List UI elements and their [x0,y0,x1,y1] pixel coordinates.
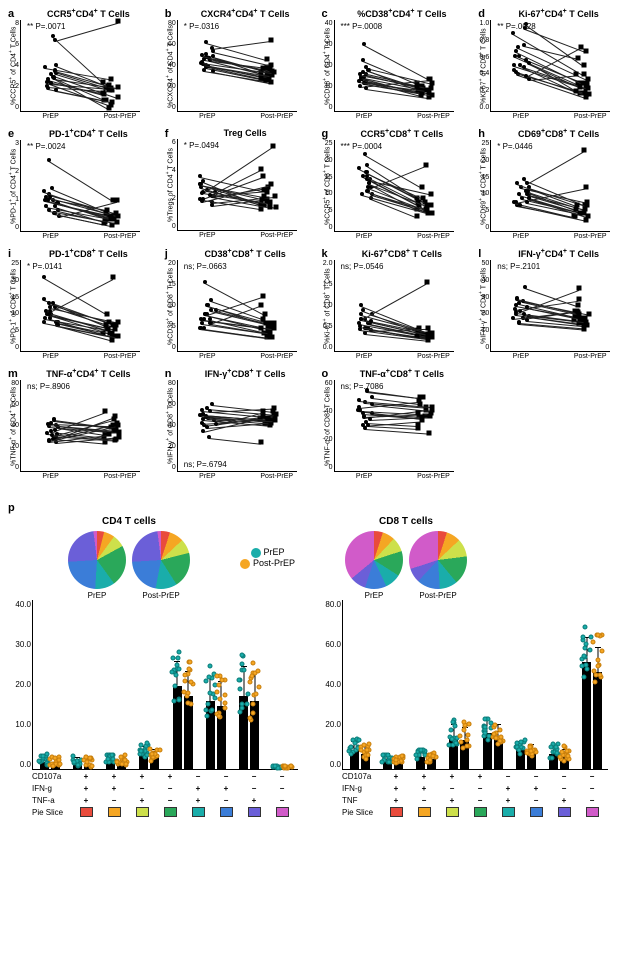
plot: 2520151050* P=.0141 [20,260,140,352]
pies-row: CD4 T cells PrEP Post-PrEP PrEP Post-PrE… [8,516,629,600]
plot: 2520151050*** P=.0004 [334,140,454,232]
panel-label: o [322,368,329,380]
sig-label: * P=.0141 [27,262,62,271]
plot: 86420** P=.0071 [20,20,140,112]
sig-label: ns; P=.0546 [341,262,384,271]
panel-l: lIFN-γ+CD4+ T Cells%IFN-γ+ of CD4+ T Cel… [478,248,629,360]
panel-o: oTNF-α+CD8+ T Cells%TNF-α+ of CD8+ T Cel… [322,368,473,480]
panel-label: l [478,248,481,260]
panel-title: Ki-67+CD8+ T Cells [332,248,473,259]
cd8-matrix: CD107a++++−−−−IFN-g++−−++−−TNF+−+−+−+−Pi… [342,770,608,818]
sig-label: * P=.0316 [184,22,219,31]
sig-label: ns; P=.0663 [184,262,227,271]
panel-label: i [8,248,11,260]
sig-label: ns; P=.2101 [497,262,540,271]
bars-row: 40.030.020.010.00.0 CD107a++++−−−−IFN-g+… [8,600,629,818]
panel-d: dKi-67+CD4+ T Cells%Ki-67+ of CD4+ T Cel… [478,8,629,120]
plot: 20151050ns; P=.0663 [177,260,297,352]
panel-j: jCD38+CD8+ T Cells%CD38+ of CD8+ T Cells… [165,248,316,360]
plot: 1.00.80.60.40.20.0** P=.0028 [490,20,610,112]
panel-title: TNF-α+CD4+ T Cells [18,368,159,379]
cd8-barchart: 80.060.040.020.00.0 CD107a++++−−−−IFN-g+… [318,600,608,818]
plot: 6040200ns; P=.7086 [334,380,454,472]
sig-label: * P=.0494 [184,141,219,150]
panel-label: d [478,8,485,20]
panel-label: k [322,248,328,260]
cd8-pie-group: CD8 T cells PrEP Post-PrEP [345,516,467,600]
panels-grid: aCCR5+CD4+ T Cells%CCR5+ of CD4+ T Cells… [8,8,629,480]
panel-title: Treg Cells [175,128,316,138]
cd4-pie-group: CD4 T cells PrEP Post-PrEP [68,516,190,600]
sig-label: ns; P=.7086 [341,382,384,391]
pie-cd4-post [132,531,190,589]
p-legend: PrEP Post-PrEP [240,547,295,568]
plot: 3210** P=.0024 [20,140,140,232]
sig-label: ** P=.0028 [497,22,535,31]
panel-label: b [165,8,172,20]
sig-label: ** P=.0024 [27,142,65,151]
cd4-barchart: 40.030.020.010.00.0 CD107a++++−−−−IFN-g+… [8,600,298,818]
panel-label: m [8,368,18,380]
panel-label: g [322,128,329,140]
sig-label: *** P=.0008 [341,22,383,31]
panel-label: j [165,248,168,260]
plot: 806040200ns; P=.8906 [20,380,140,472]
panel-a: aCCR5+CD4+ T Cells%CCR5+ of CD4+ T Cells… [8,8,159,120]
plot: 806040200ns; P=.6794 [177,380,297,472]
panel-h: hCD69+CD8+ T Cells%CD69+ of CD8+ T Cells… [478,128,629,240]
panel-title: CCR5+CD4+ T Cells [18,8,159,19]
panel-b: bCXCR4+CD4+ T Cells%CXCR4+ of CD4+ T Cel… [165,8,316,120]
sig-label: ns; P=.8906 [27,382,70,391]
sig-label: *** P=.0004 [341,142,383,151]
sig-label: * P=.0446 [497,142,532,151]
panel-c: c%CD38+CD4+ T Cells%CD38+ of CD4+ T Cell… [322,8,473,120]
panel-label: a [8,8,14,20]
plot: 2520151050* P=.0446 [490,140,610,232]
plot: 50403020100ns; P=.2101 [490,260,610,352]
panel-title: CD69+CD8+ T Cells [488,128,629,139]
panel-label: h [478,128,485,140]
panel-f: fTreg Cells%Tregs of CD4+ T Cells6420* P… [165,128,316,240]
panel-title: PD-1+CD8+ T Cells [18,248,159,259]
pie-cd8-post [409,531,467,589]
panel-m: mTNF-α+CD4+ T Cells%TNF-α+ of CD4+ T Cel… [8,368,159,480]
cd4-title: CD4 T cells [68,516,190,527]
panel-label: n [165,368,172,380]
panel-title: CXCR4+CD4+ T Cells [175,8,316,19]
panel-title: IFN-γ+CD4+ T Cells [488,248,629,259]
panel-title: PD-1+CD4+ T Cells [18,128,159,139]
plot: 2.01.51.00.50.0ns; P=.0546 [334,260,454,352]
panel-g: gCCR5+CD8+ T Cells%CCR5+ of CD8+ T Cells… [322,128,473,240]
panel-n: nIFN-γ+CD8+ T Cells%IFN-γ+ of CD8+ T Cel… [165,368,316,480]
panel-label: c [322,8,328,20]
panel-title: %CD38+CD4+ T Cells [332,8,473,19]
plot: 806040200* P=.0316 [177,20,297,112]
cd8-title: CD8 T cells [345,516,467,527]
pie-cd8-prep [345,531,403,589]
panel-title: IFN-γ+CD8+ T Cells [175,368,316,379]
panel-i: iPD-1+CD8+ T Cells%PD-1+ of CD8+ T Cells… [8,248,159,360]
panel-title: CCR5+CD8+ T Cells [332,128,473,139]
panel-k: kKi-67+CD8+ T Cells%Ki-67+ of CD8+ T Cel… [322,248,473,360]
panel-title: Ki-67+CD4+ T Cells [488,8,629,19]
panel-p: p CD4 T cells PrEP Post-PrEP PrEP Post-P… [8,498,629,818]
plot: 403020100*** P=.0008 [334,20,454,112]
sig-label: ns; P=.6794 [184,460,227,469]
panel-title: CD38+CD8+ T Cells [175,248,316,259]
panel-p-label: p [8,502,15,514]
figure-container: aCCR5+CD4+ T Cells%CCR5+ of CD4+ T Cells… [0,0,637,826]
plot: 6420* P=.0494 [177,139,297,231]
panel-title: TNF-α+CD8+ T Cells [332,368,473,379]
panel-label: e [8,128,14,140]
cd4-matrix: CD107a++++−−−−IFN-g++−−++−−TNF-a+−+−+−+−… [32,770,298,818]
pie-cd4-prep [68,531,126,589]
panel-e: ePD-1+CD4+ T Cells%PD-1+ of CD4+ T Cells… [8,128,159,240]
sig-label: ** P=.0071 [27,22,65,31]
